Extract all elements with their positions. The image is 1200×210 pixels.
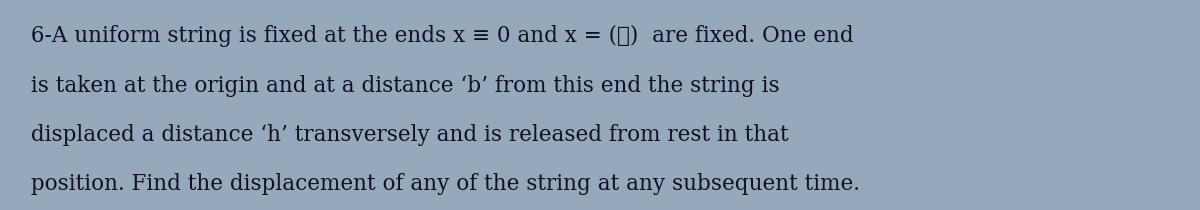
Text: displaced a distance ‘h’ transversely and is released from rest in that: displaced a distance ‘h’ transversely an… (24, 124, 788, 146)
Text: 6-A uniform string is fixed at the ends x ≡ 0 and x = (ℓ)  are fixed. One end: 6-A uniform string is fixed at the ends … (24, 25, 853, 47)
Text: position. Find the displacement of any of the string at any subsequent time.: position. Find the displacement of any o… (24, 173, 860, 195)
Text: is taken at the origin and at a distance ‘b’ from this end the string is: is taken at the origin and at a distance… (24, 75, 780, 97)
